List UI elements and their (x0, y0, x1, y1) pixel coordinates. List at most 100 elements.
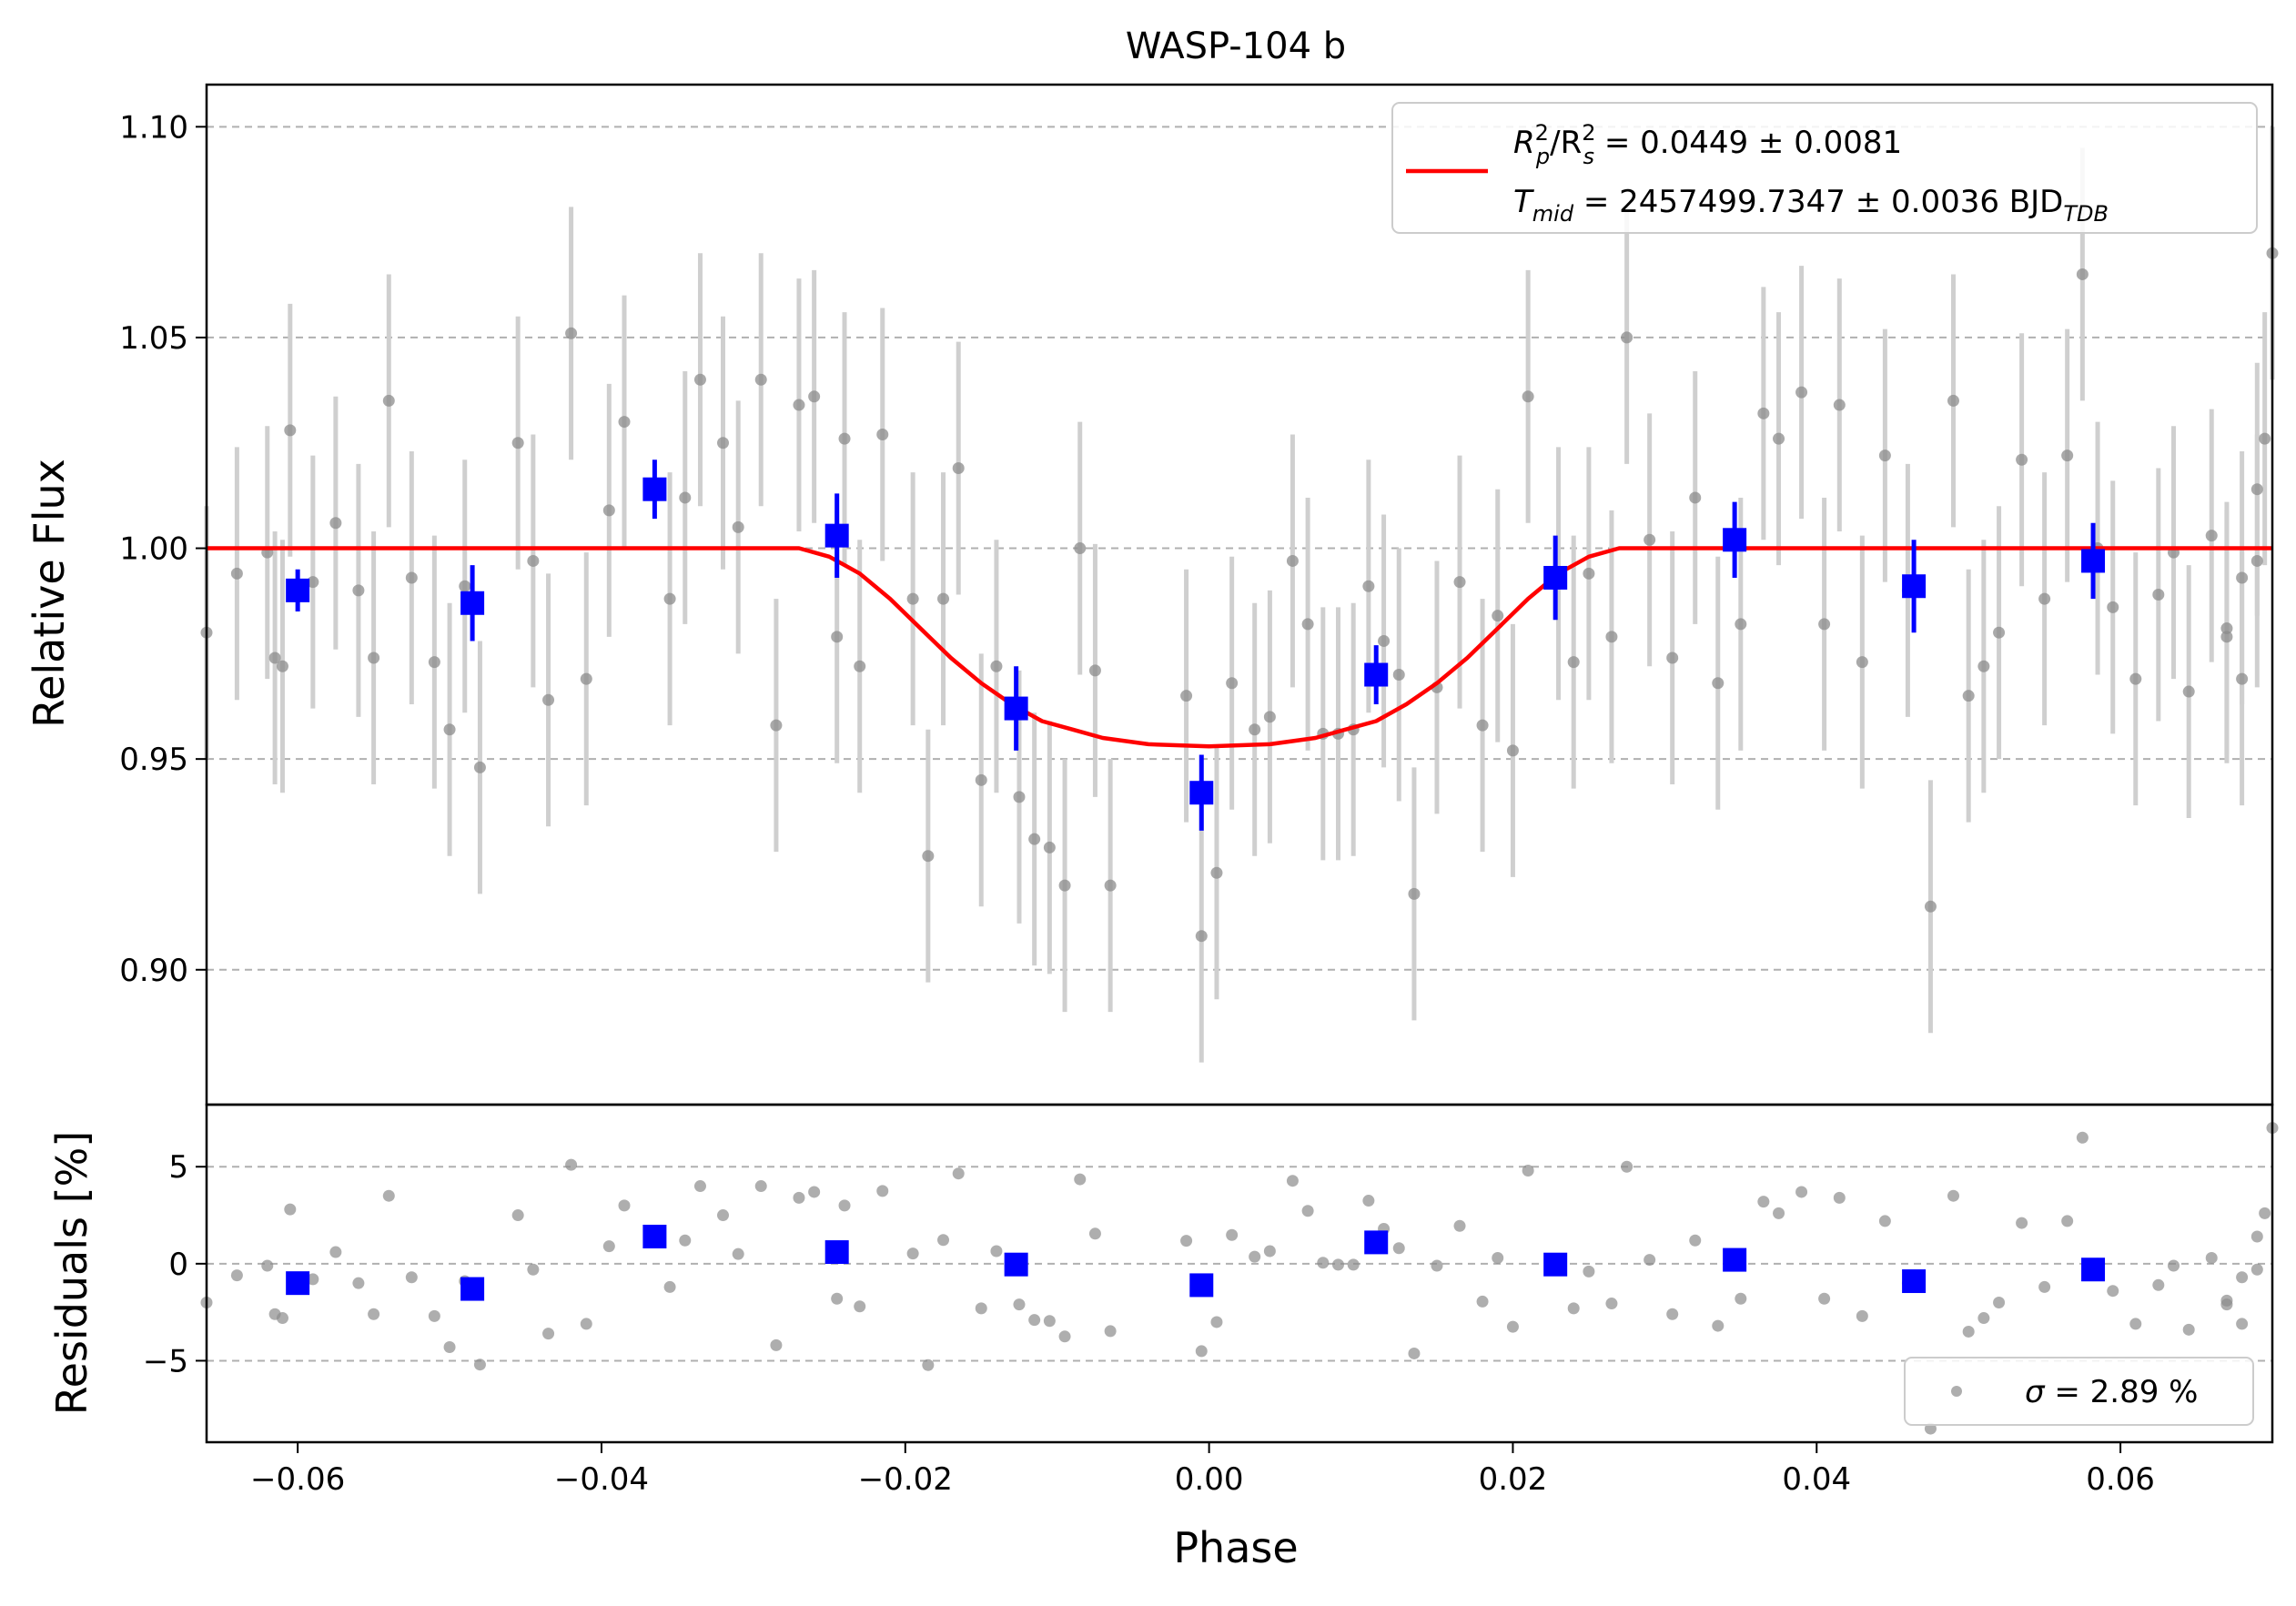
x-tick-label: −0.04 (554, 1461, 649, 1498)
residual-point (937, 1234, 950, 1247)
residual-point (1476, 1295, 1489, 1308)
data-point (679, 491, 692, 504)
data-point (1522, 390, 1534, 403)
residual-point (2220, 1298, 2233, 1311)
residual-point (2182, 1323, 2195, 1336)
data-point (770, 719, 783, 732)
residual-point (405, 1271, 418, 1284)
residual-point (1043, 1315, 1056, 1328)
residual-point (808, 1186, 821, 1198)
data-point (1043, 841, 1056, 854)
x-tick-label: −0.06 (250, 1461, 345, 1498)
data-point (754, 373, 767, 386)
data-point (990, 660, 1003, 672)
data-point (2259, 432, 2271, 445)
residual-point (1583, 1265, 1595, 1278)
data-point (268, 651, 281, 664)
data-point (1180, 690, 1193, 702)
residual-y-ticks: −5 0 5 (143, 1149, 207, 1379)
residual-point (990, 1245, 1003, 1258)
residual-point (527, 1263, 540, 1276)
data-point (1757, 407, 1770, 419)
data-point (1605, 631, 1618, 643)
data-point (511, 437, 524, 449)
data-point (1226, 677, 1239, 690)
residual-point (2168, 1259, 2180, 1272)
residual-point (428, 1309, 440, 1322)
data-point (1392, 669, 1405, 682)
residual-point (838, 1199, 851, 1212)
residual-point (1210, 1316, 1223, 1328)
residual-point (1286, 1175, 1299, 1187)
residual-y-tick-label: −5 (143, 1343, 188, 1379)
x-tick-label: 0.06 (2086, 1461, 2155, 1498)
residual-point (307, 1273, 319, 1286)
data-point (307, 576, 319, 589)
legend-line-2: Tmid = 2457499.7347 ± 0.0036 BJDTDB (1513, 184, 2109, 227)
residual-legend-box (1904, 1357, 2254, 1426)
data-point (1362, 580, 1375, 592)
data-point (352, 584, 365, 597)
residual-point (1993, 1296, 2006, 1308)
residual-point (1104, 1325, 1117, 1338)
data-point (1644, 533, 1656, 546)
residual-point (542, 1328, 555, 1340)
binned-residual-point (1723, 1247, 1747, 1272)
residual-point (2038, 1280, 2051, 1293)
binned-point (286, 578, 310, 602)
data-point (580, 672, 592, 685)
residual-point (1347, 1258, 1360, 1271)
data-point (1492, 610, 1504, 622)
residual-point (1818, 1292, 1831, 1305)
data-point (2107, 601, 2119, 613)
residual-point (1301, 1205, 1314, 1217)
main-model-curve (207, 546, 2272, 749)
residual-point (2205, 1251, 2218, 1264)
data-point (937, 592, 950, 605)
residual-point (1621, 1160, 1633, 1173)
data-point (284, 424, 297, 437)
data-point (1058, 879, 1071, 892)
data-point (1378, 634, 1391, 647)
data-point (793, 399, 805, 411)
residual-point (602, 1240, 615, 1253)
data-point (2250, 483, 2263, 496)
binned-residual-point (642, 1224, 667, 1248)
residual-point (2259, 1207, 2271, 1219)
residual-point (1453, 1219, 1466, 1232)
residual-point (1773, 1207, 1785, 1219)
data-point (1856, 656, 1868, 669)
binned-residual-point (1189, 1273, 1214, 1298)
residual-point (618, 1199, 631, 1212)
residual-point (1522, 1164, 1534, 1177)
residual-legend-text: σ = 2.89 % (2025, 1374, 2198, 1410)
residual-point (1605, 1298, 1618, 1310)
residual-point (2129, 1318, 2142, 1330)
residual-point (717, 1209, 729, 1222)
data-point (1621, 331, 1633, 344)
residual-point (1962, 1325, 1975, 1338)
data-point (2220, 631, 2233, 643)
data-point (2076, 268, 2089, 280)
residual-point (1878, 1215, 1891, 1227)
legend-line-1: R2 p/R2 s = 0.0449 ± 0.0081 (1513, 120, 1902, 169)
binned-point (642, 477, 667, 501)
residual-data-points (200, 1122, 2279, 1435)
data-point (1301, 618, 1314, 631)
residual-point (1567, 1302, 1580, 1315)
residual-point (1947, 1189, 1959, 1202)
residual-point (1506, 1320, 1519, 1333)
residual-point (276, 1312, 288, 1325)
data-point (1263, 711, 1276, 723)
data-point (1773, 432, 1785, 445)
residual-point (473, 1359, 486, 1371)
x-tick-label: 0.04 (1782, 1461, 1851, 1498)
residual-point (2250, 1230, 2263, 1243)
residual-point (876, 1185, 889, 1197)
residual-point (1195, 1345, 1208, 1358)
main-data-points (200, 247, 2279, 943)
data-point (663, 592, 676, 605)
residual-point (368, 1308, 380, 1320)
